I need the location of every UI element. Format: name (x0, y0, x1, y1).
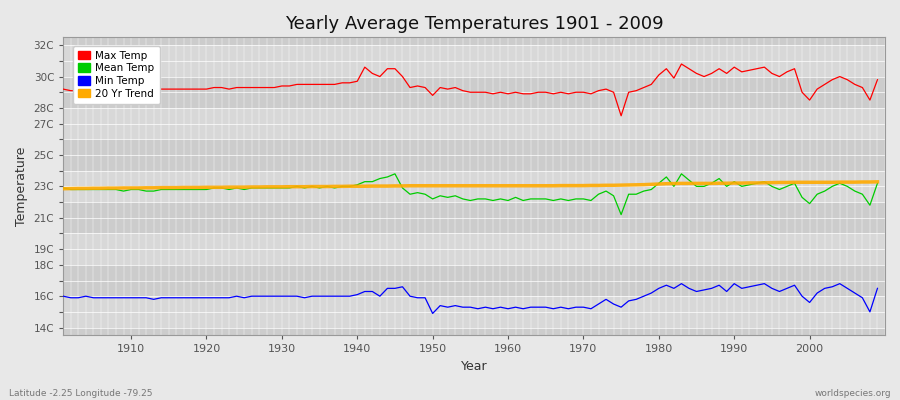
X-axis label: Year: Year (461, 360, 488, 373)
Y-axis label: Temperature: Temperature (15, 147, 28, 226)
Text: worldspecies.org: worldspecies.org (814, 389, 891, 398)
Bar (63, 234, 885, 265)
Text: Latitude -2.25 Longitude -79.25: Latitude -2.25 Longitude -79.25 (9, 389, 152, 398)
Bar (63, 45, 885, 76)
Bar (63, 171, 885, 202)
Bar (63, 108, 885, 139)
Bar (63, 296, 885, 328)
Title: Yearly Average Temperatures 1901 - 2009: Yearly Average Temperatures 1901 - 2009 (284, 15, 663, 33)
Legend: Max Temp, Mean Temp, Min Temp, 20 Yr Trend: Max Temp, Mean Temp, Min Temp, 20 Yr Tre… (73, 46, 160, 104)
